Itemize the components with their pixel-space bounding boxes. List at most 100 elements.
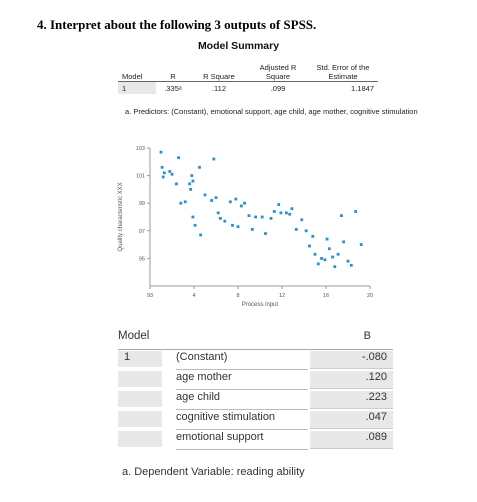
data-point <box>285 211 288 215</box>
data-point <box>247 214 251 218</box>
x-tick-label: 4 <box>192 293 195 299</box>
data-point <box>216 211 220 215</box>
coef-model-cell <box>118 431 162 447</box>
data-point <box>189 188 193 191</box>
data-point <box>193 223 197 227</box>
data-point <box>162 171 166 175</box>
data-point <box>234 197 238 201</box>
cell-r: .335ᵃ <box>164 83 182 93</box>
model-summary-title: Model Summary <box>197 40 280 52</box>
data-point <box>177 156 180 160</box>
x-tick-label: 12 <box>279 293 285 299</box>
header-std-error: Std. Error of the Estimate <box>308 57 378 82</box>
model-summary-table: Model R R Square Adjusted R Square Std. … <box>118 57 378 94</box>
coef-model-cell <box>118 391 162 407</box>
data-point <box>304 229 308 233</box>
data-point <box>325 237 329 241</box>
x-tick-label: 16 <box>323 293 329 299</box>
cell-std-error: 1.1847 <box>351 83 374 93</box>
x-tick-label: 93 <box>147 293 153 299</box>
coefficients-rows: 1 (Constant) -.080 age mother .120 age child.… <box>118 349 393 450</box>
coef-model-cell <box>118 371 162 387</box>
coefficients-header: Model B <box>118 327 393 350</box>
coefficient-row: cognitive stimulation .047 <box>118 409 393 430</box>
coefficient-row: age mother .120 <box>118 369 393 390</box>
header-r: R <box>156 57 190 82</box>
data-point <box>212 157 216 161</box>
y-tick-label: 95 <box>139 256 145 262</box>
y-tick-label: 101 <box>136 174 145 180</box>
y-tick-label: 103 <box>136 146 145 152</box>
coefficient-row: 1 (Constant) -.080 <box>118 349 393 370</box>
model-summary-footnote: a. Predictors: (Constant), emotional sup… <box>125 107 418 116</box>
data-point <box>219 216 222 220</box>
plot-area: 93 4 8 12 16 20 103 101 99 97 95 Process input Quali… <box>118 146 373 308</box>
data-point <box>331 255 334 259</box>
model-summary-header-row: Model R R Square Adjusted R Square Std. … <box>118 57 378 82</box>
data-point <box>183 200 187 204</box>
data-point <box>308 244 311 248</box>
data-point <box>175 182 178 186</box>
data-point <box>316 262 320 266</box>
coefficient-row: age child .223 <box>118 389 393 410</box>
coef-label: age child <box>176 391 308 410</box>
data-point <box>250 228 254 231</box>
data-point <box>323 258 327 262</box>
data-point <box>288 212 292 216</box>
cell-adjusted-r-square: .099 <box>270 83 286 93</box>
data-point <box>327 247 331 251</box>
question-text: 4. Interpret about the following 3 outpu… <box>37 17 317 32</box>
header-divider <box>118 349 393 350</box>
cell-model: 1 <box>118 81 156 94</box>
data-point <box>214 196 218 200</box>
data-point <box>160 165 164 169</box>
coefficients-footnote: a. Dependent Variable: reading ability <box>122 466 305 478</box>
data-point <box>349 263 353 267</box>
data-point <box>264 232 267 235</box>
data-point <box>359 243 363 246</box>
data-point <box>294 228 298 231</box>
header-adjusted-r-square: Adjusted R Square <box>248 57 308 82</box>
cell-r-square: .112 <box>211 83 227 93</box>
data-point <box>300 218 304 222</box>
header-r-square: R Square <box>190 57 248 82</box>
coef-value: .047 <box>310 411 393 429</box>
coef-label: (Constant) <box>176 351 308 370</box>
data-point <box>228 200 232 204</box>
data-point <box>333 265 337 269</box>
data-point <box>170 172 174 176</box>
data-point <box>168 170 172 173</box>
data-point <box>254 215 257 219</box>
data-point <box>342 240 345 244</box>
coef-value: .120 <box>310 371 393 389</box>
data-point <box>336 252 340 256</box>
data-point <box>188 182 191 186</box>
data-point <box>231 223 234 227</box>
coef-b-header: B <box>363 330 371 342</box>
data-point <box>161 175 165 179</box>
data-point <box>203 193 207 197</box>
data-point <box>272 210 276 213</box>
data-point <box>243 201 246 205</box>
data-point <box>179 201 183 205</box>
data-point <box>269 216 273 220</box>
data-point <box>198 165 201 169</box>
scatter-chart: 93 4 8 12 16 20 103 101 99 97 95 Process input Quali… <box>118 146 373 308</box>
y-axis-label: Quality characteristic XXX <box>118 182 124 251</box>
data-point <box>346 259 350 263</box>
x-axis-label: Process input <box>242 302 279 308</box>
data-point <box>340 214 343 218</box>
data-point <box>191 179 195 183</box>
coef-model-cell: 1 <box>118 351 162 367</box>
header-model: Model <box>118 57 156 82</box>
data-point <box>190 174 194 177</box>
data-point <box>311 234 315 238</box>
coef-value: .089 <box>310 431 393 449</box>
data-point <box>236 225 240 229</box>
coefficients-table: Model B 1 (Constant) -.080 age mother .120 ag… <box>118 327 393 450</box>
data-point <box>313 252 317 256</box>
data-point <box>223 219 227 223</box>
data-point <box>159 150 163 154</box>
data-point <box>320 257 323 260</box>
coef-value: -.080 <box>310 351 393 369</box>
